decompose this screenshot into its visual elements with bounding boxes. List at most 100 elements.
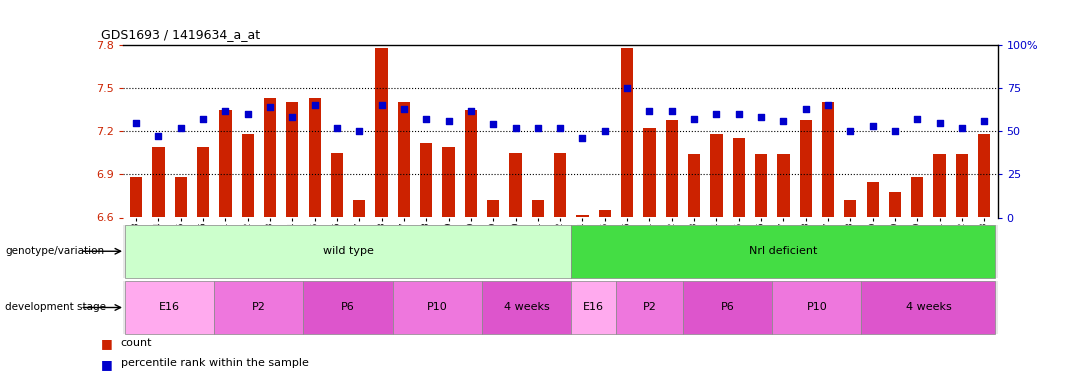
- Point: [975, 118, 992, 124]
- Bar: [866, 182, 879, 218]
- Text: E16: E16: [584, 303, 604, 312]
- Point: [194, 116, 211, 122]
- Bar: [353, 200, 365, 217]
- Text: wild type: wild type: [322, 246, 373, 256]
- Text: P2: P2: [252, 303, 266, 312]
- Point: [909, 116, 926, 122]
- Bar: [509, 153, 522, 218]
- Bar: [331, 153, 344, 218]
- Bar: [773, 281, 861, 334]
- Text: P6: P6: [720, 303, 734, 312]
- Point: [730, 111, 747, 117]
- Bar: [465, 110, 477, 218]
- Point: [329, 125, 346, 131]
- Point: [440, 118, 457, 124]
- Point: [351, 128, 368, 134]
- Point: [842, 128, 859, 134]
- Bar: [175, 177, 187, 218]
- Bar: [153, 147, 164, 218]
- Point: [707, 111, 724, 117]
- Point: [261, 104, 278, 110]
- Text: E16: E16: [159, 303, 180, 312]
- Bar: [978, 134, 990, 218]
- Bar: [643, 128, 655, 217]
- Bar: [487, 200, 499, 217]
- Text: 4 weeks: 4 weeks: [906, 303, 952, 312]
- Point: [529, 125, 546, 131]
- Text: genotype/variation: genotype/variation: [5, 246, 105, 256]
- Bar: [571, 225, 996, 278]
- Point: [507, 125, 524, 131]
- Point: [552, 125, 569, 131]
- Bar: [777, 154, 790, 218]
- Point: [596, 128, 614, 134]
- Bar: [956, 154, 968, 218]
- Bar: [264, 98, 276, 218]
- Text: ■: ■: [101, 358, 113, 371]
- Text: development stage: development stage: [5, 303, 107, 312]
- Bar: [844, 200, 857, 217]
- Bar: [822, 102, 834, 218]
- Point: [306, 102, 323, 108]
- Bar: [443, 147, 455, 218]
- Bar: [688, 154, 700, 218]
- Bar: [911, 177, 923, 218]
- Bar: [576, 214, 589, 217]
- Bar: [934, 154, 945, 218]
- Bar: [482, 281, 571, 334]
- Text: P10: P10: [427, 303, 448, 312]
- Bar: [303, 281, 393, 334]
- Bar: [755, 154, 767, 218]
- Point: [819, 102, 837, 108]
- Bar: [599, 210, 611, 218]
- Bar: [554, 153, 567, 218]
- Point: [797, 106, 814, 112]
- Bar: [861, 281, 996, 334]
- Bar: [531, 200, 544, 217]
- Point: [619, 85, 636, 91]
- Point: [149, 134, 166, 140]
- Point: [574, 135, 591, 141]
- Point: [887, 128, 904, 134]
- Text: P6: P6: [341, 303, 355, 312]
- Bar: [130, 177, 142, 218]
- Point: [462, 108, 479, 114]
- Bar: [621, 48, 634, 217]
- Point: [664, 108, 681, 114]
- Text: ■: ■: [101, 338, 113, 351]
- Point: [954, 125, 971, 131]
- Bar: [241, 134, 254, 218]
- Bar: [666, 120, 678, 218]
- Point: [128, 120, 145, 126]
- Point: [775, 118, 792, 124]
- Point: [239, 111, 256, 117]
- Bar: [197, 147, 209, 218]
- Text: P10: P10: [807, 303, 827, 312]
- Bar: [376, 48, 387, 217]
- Point: [931, 120, 949, 126]
- Bar: [219, 110, 232, 218]
- Bar: [711, 134, 722, 218]
- Bar: [286, 102, 299, 218]
- Point: [373, 102, 391, 108]
- Text: 4 weeks: 4 weeks: [504, 303, 550, 312]
- Point: [752, 114, 769, 120]
- Text: P2: P2: [642, 303, 656, 312]
- Bar: [308, 98, 321, 218]
- Point: [284, 114, 301, 120]
- Bar: [799, 120, 812, 218]
- Bar: [889, 192, 902, 217]
- Bar: [125, 281, 214, 334]
- Bar: [214, 281, 303, 334]
- Point: [641, 108, 658, 114]
- Text: percentile rank within the sample: percentile rank within the sample: [121, 358, 308, 368]
- Point: [396, 106, 413, 112]
- Text: count: count: [121, 338, 153, 348]
- Point: [686, 116, 703, 122]
- Point: [864, 123, 881, 129]
- Bar: [125, 225, 571, 278]
- Bar: [571, 281, 616, 334]
- Bar: [398, 102, 410, 218]
- Point: [417, 116, 434, 122]
- Bar: [420, 143, 432, 218]
